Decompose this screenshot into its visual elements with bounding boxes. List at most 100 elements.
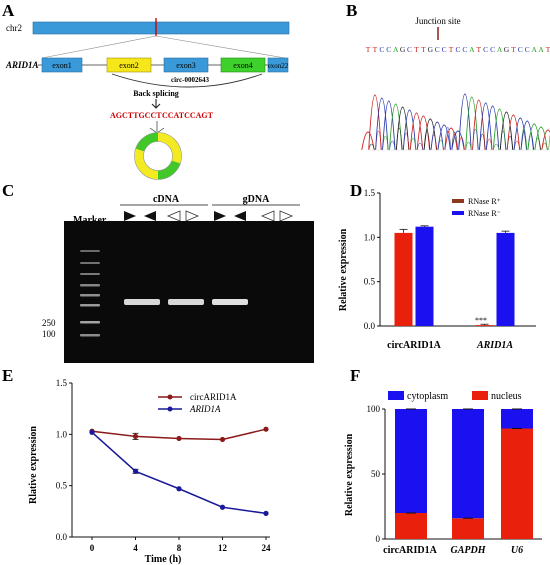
- f-y-tick-label: 100: [367, 404, 381, 414]
- e-y-tick-label: 0.0: [56, 532, 68, 542]
- marker-ladder: [80, 250, 100, 337]
- gel-image: [64, 221, 314, 363]
- panel-c: C cDNA gDNA Marker 250 100: [0, 178, 325, 363]
- e-data-point: [219, 504, 226, 510]
- e-x-tick-label: 12: [218, 543, 228, 553]
- svg-text:nucleus: nucleus: [491, 391, 522, 402]
- base-letter: C: [407, 45, 412, 54]
- base-letter: C: [490, 45, 495, 54]
- trace-peak: [361, 131, 375, 151]
- svg-text:exon3: exon3: [176, 61, 196, 70]
- f-bars: [395, 408, 533, 539]
- base-letter: A: [531, 45, 537, 54]
- svg-text:cytoplasm: cytoplasm: [407, 391, 448, 402]
- trace-peak: [513, 117, 527, 151]
- primer-arrows: [124, 210, 294, 222]
- circ-name: circ-0002643: [171, 76, 209, 84]
- f-bar-segment: [452, 518, 484, 539]
- base-letter: T: [366, 45, 371, 54]
- d-cat-1: circARID1A: [387, 340, 441, 351]
- back-splicing-label: Back splicing: [133, 89, 179, 98]
- e-x-tick-label: 4: [133, 543, 138, 553]
- f-bar-segment: [395, 409, 427, 513]
- trace-peak: [395, 106, 410, 151]
- base-letter: T: [511, 45, 516, 54]
- panel-d-letter: D: [350, 181, 362, 200]
- e-y-tick-label: 1.5: [56, 378, 68, 388]
- base-letter: C: [386, 45, 391, 54]
- f-cat-3: U6: [511, 545, 523, 556]
- base-letter: C: [525, 45, 530, 54]
- svg-text:circARID1A: circARID1A: [190, 392, 237, 402]
- svg-text:RNase R⁻: RNase R⁻: [468, 209, 501, 218]
- d-y-tick-label: 0.5: [364, 277, 376, 287]
- trace-peak: [465, 96, 479, 151]
- e-x-tick-label: 0: [90, 543, 95, 553]
- base-letter: C: [462, 45, 467, 54]
- f-cat-2: GAPDH: [451, 545, 487, 556]
- d-legend: RNase R⁺ RNase R⁻: [452, 197, 501, 218]
- marker-label: Marker: [73, 215, 107, 226]
- base-letter: T: [373, 45, 378, 54]
- panel-e: E Rlative expression Time (h) 0.0 0.5 1.0 1…: [2, 366, 271, 565]
- base-letter: C: [442, 45, 447, 54]
- gene-label: ARID1A: [5, 60, 39, 70]
- e-x-tick-label: 24: [262, 543, 272, 553]
- d-y-tick-label: 1.5: [364, 188, 376, 198]
- trace-peak: [423, 118, 437, 151]
- svg-text:RNase R⁺: RNase R⁺: [468, 197, 501, 206]
- trace-peak: [437, 124, 451, 151]
- trace-peak: [402, 109, 417, 151]
- trace-peak: [458, 93, 472, 151]
- trace-peak: [541, 129, 550, 151]
- back-splice-arrow: [151, 99, 161, 109]
- d-ylabel: Relative expression: [338, 228, 349, 311]
- e-data-point: [176, 435, 182, 442]
- trace-peak: [382, 100, 396, 151]
- f-bar-segment: [395, 513, 427, 539]
- panel-a-letter: A: [2, 1, 15, 20]
- pcr-bands: [124, 299, 248, 305]
- base-letter: A: [469, 45, 475, 54]
- e-y-tick-label: 1.0: [56, 429, 68, 439]
- f-bar-segment: [501, 409, 533, 429]
- size-100: 100: [42, 329, 56, 339]
- trace-peak: [472, 99, 486, 151]
- d-cat-2: ARID1A: [476, 340, 513, 351]
- trace-minor-peak: [548, 133, 550, 151]
- e-series-line: [91, 431, 267, 515]
- e-data-point: [132, 468, 139, 474]
- base-letter: G: [428, 45, 434, 54]
- exon-3: exon3: [163, 57, 209, 73]
- base-letter: C: [435, 45, 440, 54]
- trace-peak: [485, 105, 500, 151]
- trace-minor-peak: [444, 126, 452, 151]
- panel-c-letter: C: [2, 181, 14, 200]
- panel-f: F Relative expression 0 50 100 cytoplasm n…: [344, 366, 542, 556]
- base-letter: A: [393, 45, 399, 54]
- e-axes: 0.0 0.5 1.0 1.5 0 4 8 12 24: [56, 378, 271, 553]
- e-x-tick-label: 8: [177, 543, 182, 553]
- d-bars: [394, 225, 515, 326]
- d-y-tick-label: 1.0: [364, 232, 376, 242]
- trace-peak: [520, 120, 534, 151]
- trace-peak: [534, 126, 548, 151]
- trace-peak: [416, 115, 431, 151]
- f-y-tick-label: 0: [376, 534, 381, 544]
- f-cat-1: circARID1A: [383, 545, 437, 556]
- panel-a: A chr2 ARID1A exon1 exon2 exon3 exon4 ex…: [2, 1, 290, 180]
- base-letter: C: [518, 45, 523, 54]
- svg-text:exon2: exon2: [119, 61, 139, 70]
- trace-peak: [368, 94, 382, 151]
- d-significance: ***: [475, 316, 487, 325]
- back-splice-arc: [111, 73, 263, 88]
- svg-text:ARID1A: ARID1A: [189, 404, 221, 414]
- base-letter: T: [449, 45, 454, 54]
- f-legend: cytoplasm nucleus: [388, 391, 522, 402]
- trace-peak: [479, 102, 493, 151]
- exon-2: exon2: [106, 57, 152, 73]
- base-letter: C: [455, 45, 460, 54]
- e-data-point: [132, 433, 139, 439]
- base-letter: A: [538, 45, 544, 54]
